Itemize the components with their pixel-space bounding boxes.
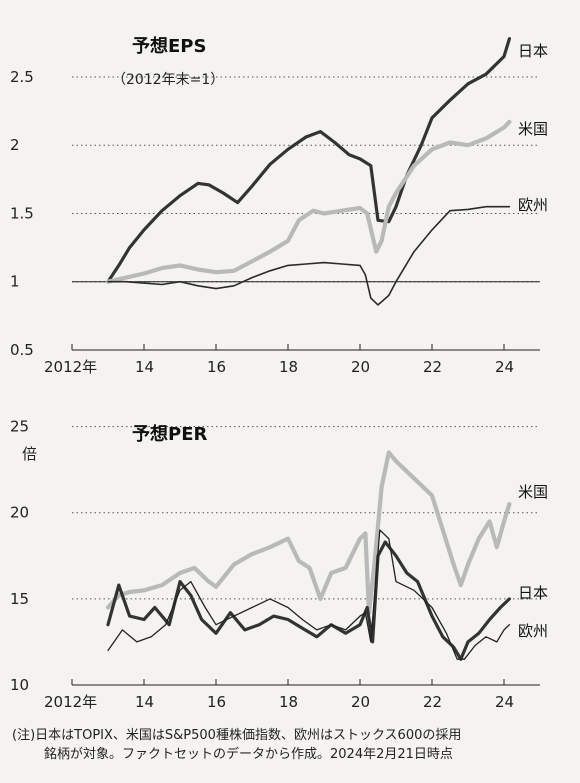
footnote-line-1: (注)日本はTOPIX、米国はS&P500種株価指数、欧州はストックス600の採… bbox=[12, 728, 462, 743]
per-y-ticks: 10 15 20 25 bbox=[10, 418, 29, 694]
per-series-lines bbox=[105, 450, 512, 661]
per-y-tick-label: 20 bbox=[10, 504, 29, 522]
per-x-tick-label: 18 bbox=[279, 693, 298, 711]
eps-x-tick-label: 22 bbox=[423, 358, 442, 376]
eps-series-line bbox=[106, 37, 511, 284]
per-chart: 2012年 14 16 18 20 22 24 10 15 20 25 予想PER 倍 米国 日本… bbox=[10, 418, 548, 711]
per-x-tick-label: 16 bbox=[207, 693, 226, 711]
eps-x-tick-label: 24 bbox=[495, 358, 514, 376]
per-y-unit: 倍 bbox=[22, 445, 37, 463]
eps-label-us: 米国 bbox=[518, 120, 548, 138]
per-title: 予想PER bbox=[132, 423, 207, 445]
per-label-europe: 欧州 bbox=[518, 622, 548, 640]
per-series-line bbox=[107, 529, 511, 660]
eps-y-tick-label: 2 bbox=[10, 136, 20, 154]
eps-x-tick-label: 14 bbox=[135, 358, 154, 376]
eps-y-tick-label: 2.5 bbox=[10, 68, 34, 86]
per-label-japan: 日本 bbox=[518, 584, 548, 602]
per-y-tick-label: 25 bbox=[10, 418, 29, 436]
eps-title: 予想EPS bbox=[132, 35, 206, 57]
eps-y-tick-label: 1 bbox=[10, 273, 20, 291]
eps-y-tick-label: 0.5 bbox=[10, 341, 34, 359]
per-x-tick-label: 20 bbox=[351, 693, 370, 711]
eps-series-line bbox=[105, 119, 512, 284]
per-y-tick-label: 10 bbox=[10, 676, 29, 694]
per-x-tick-label: 22 bbox=[423, 693, 442, 711]
per-label-us: 米国 bbox=[518, 483, 548, 501]
eps-y-tick-label: 1.5 bbox=[10, 204, 34, 222]
eps-chart: 2012年 14 16 18 20 22 24 0.5 1 1.5 2 2.5 予想EPS （201… bbox=[10, 35, 548, 376]
per-y-tick-label: 15 bbox=[10, 590, 29, 608]
per-x-tick-label: 2012年 bbox=[44, 693, 97, 711]
eps-x-tick-label: 20 bbox=[351, 358, 370, 376]
eps-x-tick-label: 2012年 bbox=[44, 358, 97, 376]
eps-label-japan: 日本 bbox=[518, 42, 548, 60]
eps-x-tick-label: 16 bbox=[207, 358, 226, 376]
per-gridlines bbox=[72, 426, 540, 600]
eps-series-lines bbox=[105, 37, 512, 306]
eps-label-europe: 欧州 bbox=[518, 196, 548, 214]
eps-y-ticks: 0.5 1 1.5 2 2.5 bbox=[10, 68, 34, 359]
eps-gridlines bbox=[72, 76, 540, 283]
per-x-tick-label: 24 bbox=[495, 693, 514, 711]
eps-subtitle: （2012年末=1） bbox=[112, 72, 224, 88]
eps-x-ticks: 2012年 14 16 18 20 22 24 bbox=[44, 344, 514, 376]
per-x-ticks: 2012年 14 16 18 20 22 24 bbox=[44, 679, 514, 711]
footnote: (注)日本はTOPIX、米国はS&P500種株価指数、欧州はストックス600の採… bbox=[12, 726, 572, 764]
footnote-line-2: 銘柄が対象。ファクトセットのデータから作成。2024年2月21日時点 bbox=[44, 747, 453, 762]
per-x-tick-label: 14 bbox=[135, 693, 154, 711]
eps-x-tick-label: 18 bbox=[279, 358, 298, 376]
per-series-line bbox=[105, 450, 512, 615]
per-series-line bbox=[106, 540, 511, 661]
eps-series-line bbox=[107, 205, 511, 306]
